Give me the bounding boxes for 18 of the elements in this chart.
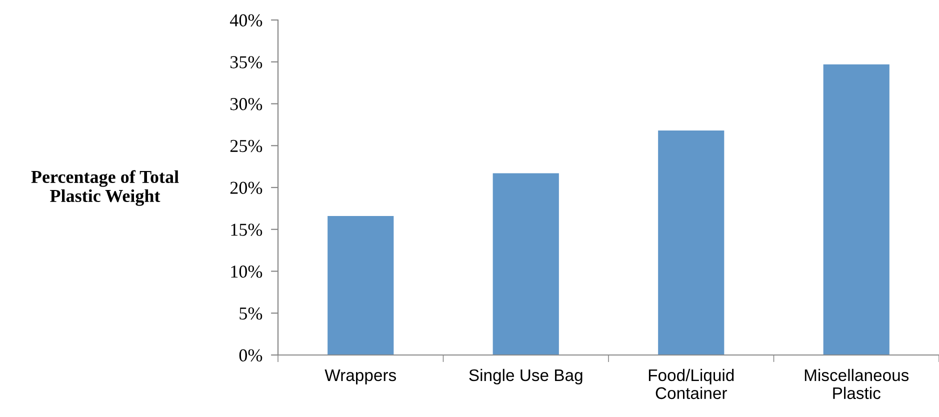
y-tick-label: 20%	[230, 182, 262, 194]
y-tick-label: 30%	[230, 98, 262, 110]
x-tick-label: Food/Liquid Container	[648, 368, 734, 400]
y-tick-label: 15%	[231, 224, 262, 236]
bar	[823, 64, 890, 355]
y-tick-label: 25%	[230, 140, 262, 152]
y-tick-label: 40%	[230, 14, 262, 26]
x-tick-label: Wrappers	[324, 370, 396, 384]
x-tick-label: Single Use Bag	[469, 368, 582, 384]
y-tick-label: 5%	[240, 307, 262, 320]
y-tick-label: 10%	[231, 266, 262, 278]
x-tick-label: Miscellaneous Plastic	[804, 368, 909, 400]
bar	[328, 216, 394, 355]
bar	[492, 173, 559, 355]
bar	[658, 130, 724, 355]
y-tick-label: 0%	[239, 349, 262, 362]
y-axis-title: Percentage of Total Plastic Weight	[31, 170, 179, 206]
y-tick-label: 35%	[230, 56, 262, 68]
